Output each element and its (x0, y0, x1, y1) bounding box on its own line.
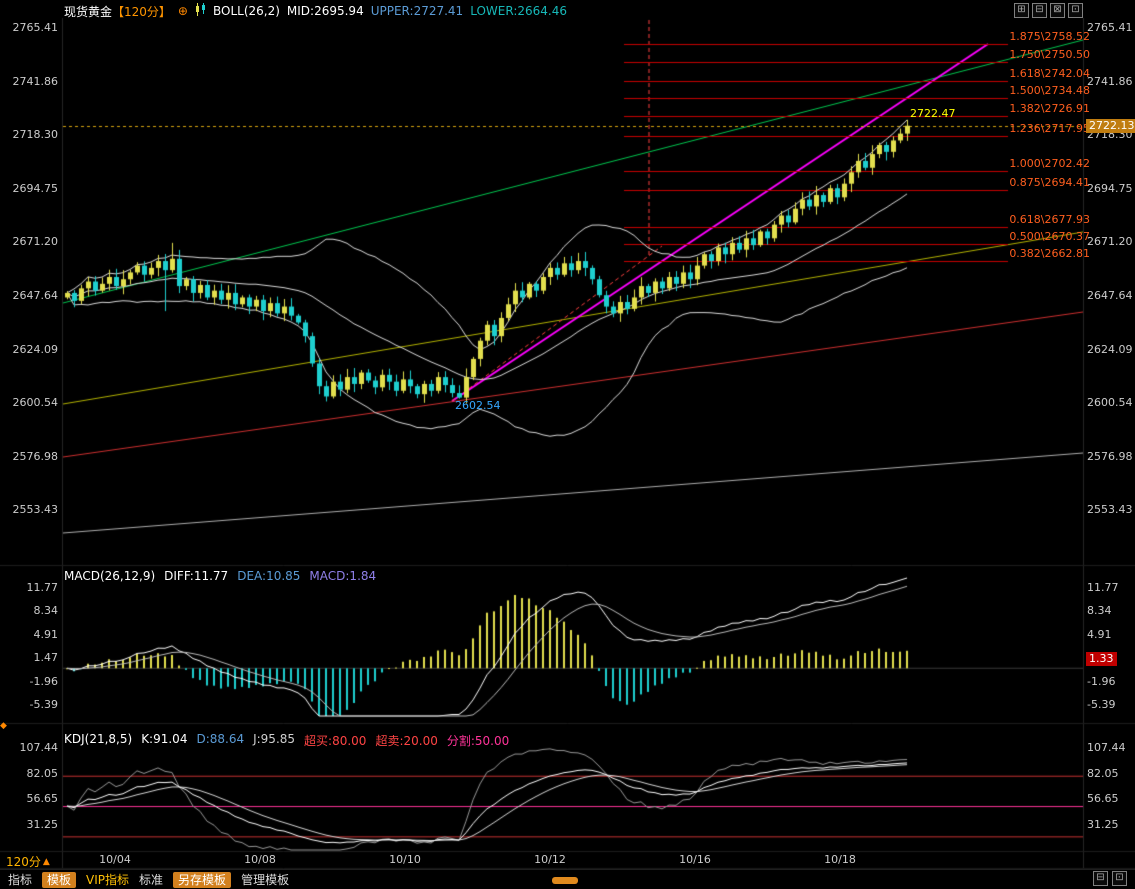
toolbar-item-save-template[interactable]: 另存模板 (173, 871, 232, 888)
symbol-period: 【120分】 (112, 4, 171, 19)
macd-hist-value: MACD:1.84 (309, 569, 377, 583)
kdj-d-value: D:88.64 (196, 732, 245, 746)
toolbar-item-manage-templates[interactable]: 管理模板 (241, 872, 290, 887)
toolbar-item-indicators[interactable]: 指标 (8, 872, 33, 887)
layout-icon-group: ⊞ ⊟ ⊠ ⊡ (1014, 3, 1083, 18)
macd-header: MACD(26,12,9) DIFF:11.77 DEA:10.85 MACD:… (64, 569, 376, 583)
boll-title: BOLL(26,2) (212, 4, 280, 18)
bottom-right-icon-group: ⊟ ⊡ (1093, 871, 1127, 886)
horizontal-scrollbar-thumb[interactable] (552, 877, 578, 884)
swing-low-annotation: 2602.54 (455, 399, 501, 412)
chart-header: 现货黄金【120分】 ⊕ BOLL(26,2) MID:2695.94 UPPE… (64, 3, 567, 19)
bottom-panel-icon[interactable]: ⊟ (1093, 871, 1108, 886)
macd-dea-value: DEA:10.85 (237, 569, 301, 583)
layout-single-icon[interactable]: ⊡ (1068, 3, 1083, 18)
boll-upper-value: UPPER:2727.41 (370, 4, 464, 18)
toolbar-item-templates[interactable]: 模板 (42, 871, 77, 888)
toolbar-item-vip-indicators[interactable]: VIP指标 (86, 872, 130, 887)
kdj-overbought-value: 超买:80.00 (304, 734, 367, 748)
kdj-title: KDJ(21,8,5) (64, 732, 133, 746)
kdj-k-value: K:91.04 (141, 732, 188, 746)
bottom-expand-icon[interactable]: ⊡ (1112, 871, 1127, 886)
period-selector[interactable]: 120分 ▲ (6, 853, 50, 870)
last-price-marker: 2722.47 (910, 107, 956, 120)
layout-split-icon[interactable]: ⊟ (1032, 3, 1047, 18)
macd-diff-value: DIFF:11.77 (164, 569, 229, 583)
period-label: 120分 (6, 855, 41, 869)
symbol-name: 现货黄金【120分】 (64, 4, 171, 19)
kdj-j-value: J:95.85 (253, 732, 296, 746)
kdj-split-value: 分割:50.00 (446, 734, 510, 748)
boll-mid-value: MID:2695.94 (286, 4, 364, 18)
candlestick-icon (195, 3, 206, 19)
panel-resize-handle[interactable]: ◆ (0, 721, 7, 731)
macd-value-axis-badge: 1.33 (1086, 652, 1117, 666)
current-price-axis-badge: 2722.13 (1086, 119, 1135, 133)
add-indicator-icon[interactable]: ⊕ (177, 4, 188, 18)
macd-title: MACD(26,12,9) (64, 569, 156, 583)
kdj-oversold-value: 超卖:20.00 (375, 734, 438, 748)
boll-lower-value: LOWER:2664.46 (470, 4, 567, 18)
chevron-up-icon: ▲ (42, 856, 50, 867)
kdj-header: KDJ(21,8,5) K:91.04 D:88.64 J:95.85 超买:8… (64, 732, 509, 749)
layout-close-icon[interactable]: ⊠ (1050, 3, 1065, 18)
layout-grid-icon[interactable]: ⊞ (1014, 3, 1029, 18)
toolbar-item-standard[interactable]: 标准 (139, 872, 164, 887)
